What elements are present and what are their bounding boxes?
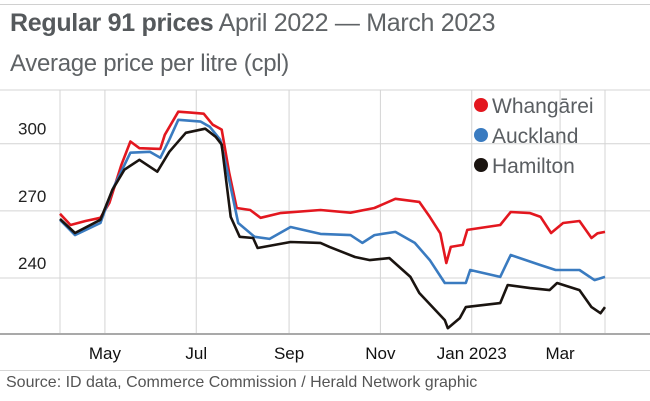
source-note: Source: ID data, Commerce Commission / H… [6, 374, 478, 391]
chart-title-bold: Regular 91 prices [10, 9, 214, 37]
x-tick-label: May [89, 344, 122, 363]
series-line-auckland [59, 118, 606, 285]
y-tick-label: 270 [18, 187, 46, 206]
legend-label: Hamilton [492, 155, 575, 178]
legend-marker-icon [474, 158, 488, 172]
legend-label: Whangārei [492, 95, 594, 118]
x-tick-label: Sep [274, 344, 304, 363]
series-line-whangrei [59, 110, 606, 265]
x-tick-label: Nov [365, 344, 396, 363]
y-tick-label: 240 [18, 254, 46, 273]
series-line-hamilton [59, 127, 607, 330]
x-tick-label: Jan 2023 [437, 344, 507, 363]
y-tick-label: 300 [18, 120, 46, 139]
legend-marker-icon [474, 128, 488, 142]
legend-marker-icon [474, 98, 488, 112]
footer-rule [0, 370, 650, 371]
legend-label: Auckland [492, 125, 578, 148]
chart-title-daterange: April 2022 — March 2023 [218, 9, 496, 37]
x-tick-label: Mar [545, 344, 575, 363]
x-tick-label: Jul [185, 344, 207, 363]
top-rule [0, 4, 650, 5]
chart-subtitle: Average price per litre (cpl) [10, 50, 289, 77]
chart-title: Regular 91 prices April 2022 — March 202… [10, 9, 496, 38]
